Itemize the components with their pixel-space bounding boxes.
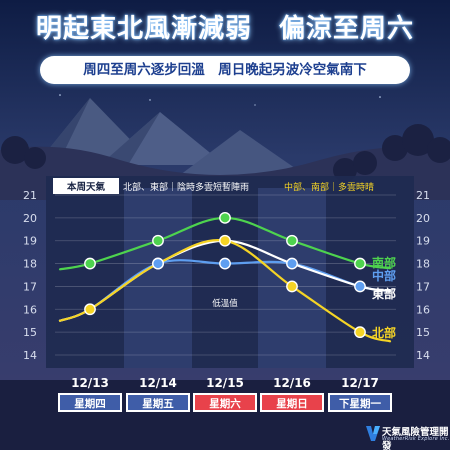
data-point-south <box>286 234 298 247</box>
x-tick-label: 12/15 <box>206 376 244 390</box>
y-tick-label-right: 15 <box>416 326 430 339</box>
legend-central-south-note: 中部、南部｜多雲時晴 <box>284 181 374 193</box>
headline: 明起東北風漸減弱 偏涼至周六 <box>35 14 414 44</box>
y-tick-label-left: 17 <box>23 280 37 293</box>
weekday-fill <box>60 395 120 410</box>
weekday-fill <box>128 395 188 410</box>
brand-subtitle: WeatherRisk Explore Inc. <box>382 436 450 442</box>
weekday-label: 星期日 <box>276 397 308 410</box>
y-tick-label-left: 16 <box>23 303 37 316</box>
data-point-central <box>354 280 366 293</box>
series-label-central: 中部 <box>372 268 396 283</box>
series-label-south: 南部 <box>372 255 396 270</box>
legend-title-box <box>53 178 119 194</box>
data-point-north <box>84 303 96 316</box>
low-temp-annotation: 低溫值 <box>212 298 238 309</box>
y-tick-label-left: 21 <box>23 189 37 202</box>
x-tick-label: 12/17 <box>341 376 379 390</box>
y-tick-label-left: 19 <box>23 235 37 248</box>
chart-panel <box>46 176 414 368</box>
data-point-central <box>219 257 231 270</box>
y-tick-label-left: 14 <box>23 349 37 362</box>
x-tick-label: 12/14 <box>139 376 177 390</box>
weekday-fill <box>195 395 255 410</box>
column-band <box>258 188 326 368</box>
y-tick-label-right: 17 <box>416 280 430 293</box>
data-point-south <box>354 257 366 270</box>
weekday-label: 下星期一 <box>339 397 381 410</box>
data-point-central <box>286 257 298 270</box>
weekday-fill <box>262 395 322 410</box>
data-point-north <box>286 280 298 293</box>
data-point-south <box>152 234 164 247</box>
weekday-fill <box>330 395 390 410</box>
x-tick-label: 12/13 <box>71 376 109 390</box>
y-tick-label-right: 14 <box>416 349 430 362</box>
y-tick-label-right: 20 <box>416 212 430 225</box>
brand-name: 天氣風險管理開發 <box>382 427 449 450</box>
mountain-shape <box>180 130 305 175</box>
legend-title: 本周天氣 <box>67 181 106 193</box>
y-tick-label-left: 18 <box>23 258 37 271</box>
brand-logo-icon <box>366 426 380 441</box>
weekday-label: 星期五 <box>142 397 174 410</box>
series-label-north: 北部 <box>372 325 396 340</box>
legend-north-east-note: 北部、東部｜陰時多雲短暫陣雨 <box>123 181 249 193</box>
data-point-central <box>152 257 164 270</box>
data-point-south <box>84 257 96 270</box>
y-tick-label-right: 18 <box>416 258 430 271</box>
x-tick-label: 12/16 <box>273 376 311 390</box>
y-tick-label-right: 19 <box>416 235 430 248</box>
series-label-east: 東部 <box>372 286 396 301</box>
y-tick-label-left: 15 <box>23 326 37 339</box>
subheadline: 周四至周六逐步回溫 周日晚起另波冷空氣南下 <box>40 56 410 84</box>
data-point-north <box>354 326 366 339</box>
y-tick-label-left: 20 <box>23 212 37 225</box>
weekday-label: 星期四 <box>74 397 106 410</box>
data-point-south <box>219 211 231 224</box>
data-point-north <box>219 234 231 247</box>
weekday-label: 星期六 <box>209 397 241 410</box>
y-tick-label-right: 21 <box>416 189 430 202</box>
y-tick-label-right: 16 <box>416 303 430 316</box>
